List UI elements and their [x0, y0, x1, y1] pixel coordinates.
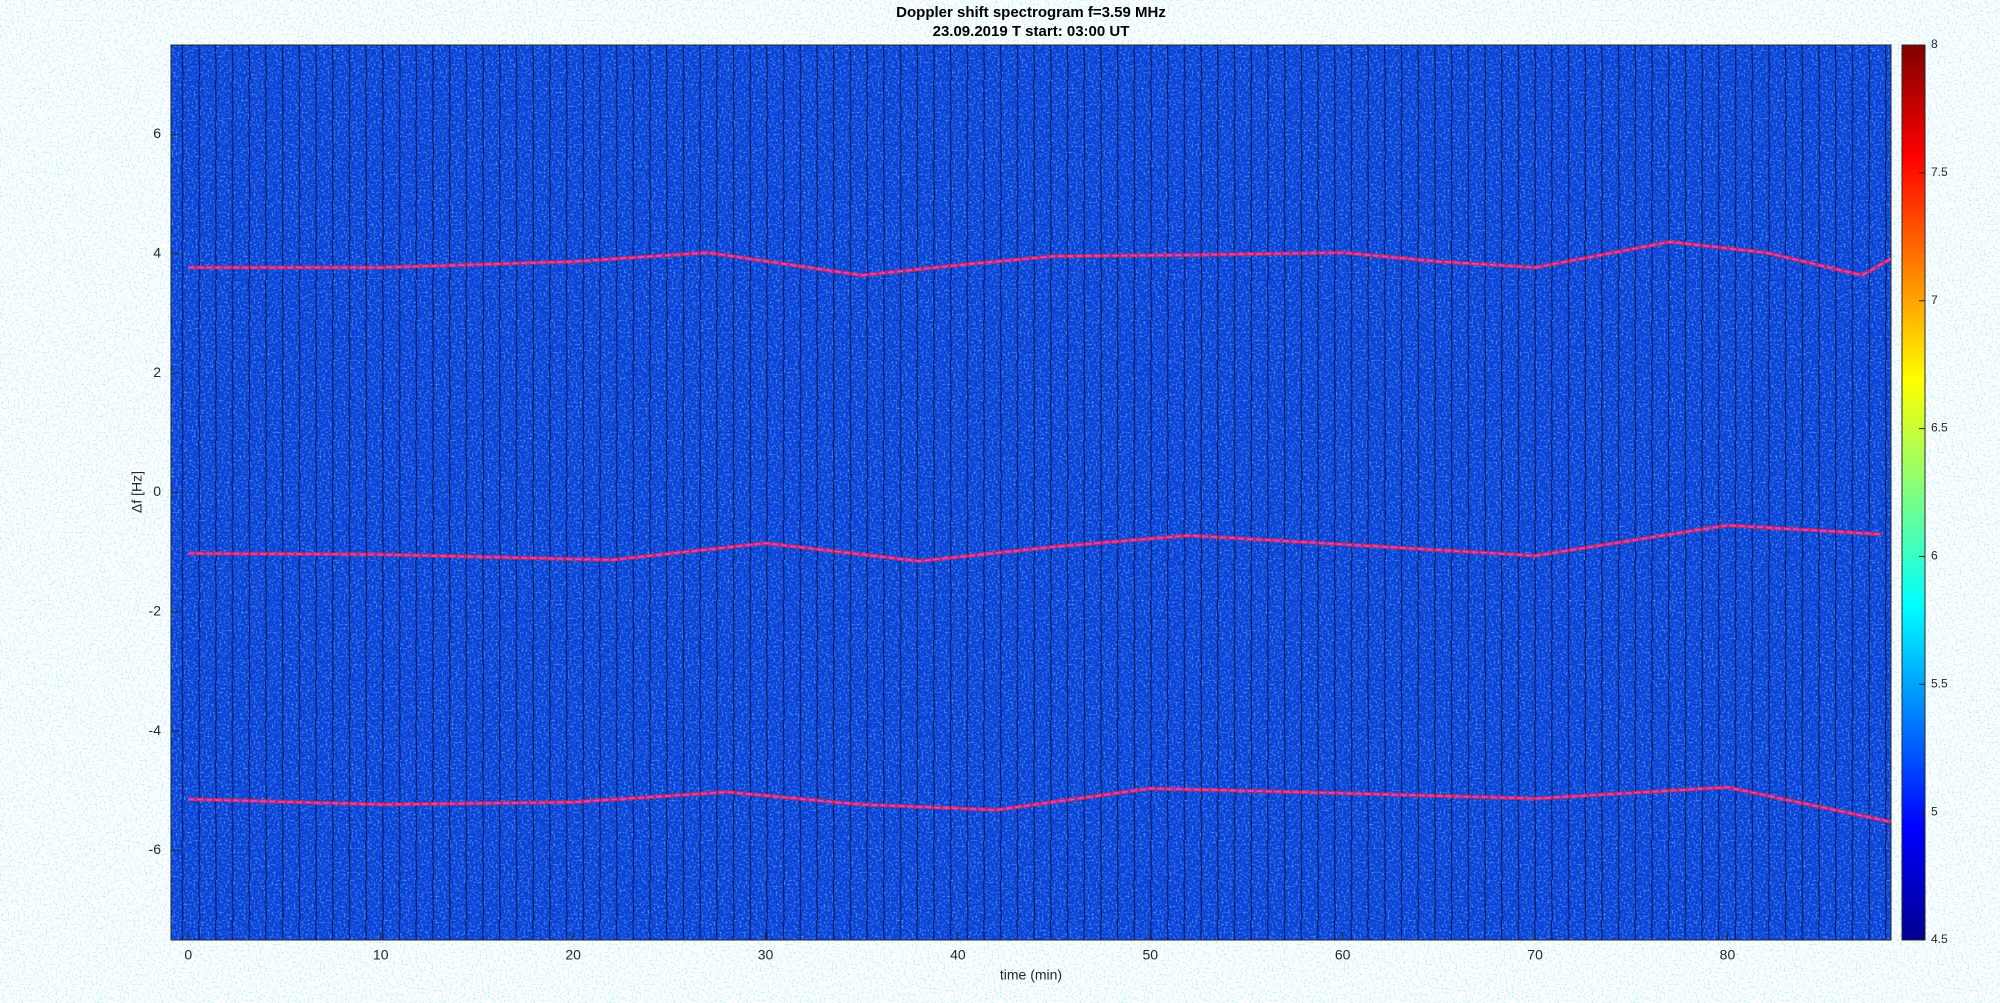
- colorbar-tick-label: 5: [1931, 804, 1938, 818]
- ridge-trace: [188, 240, 1892, 277]
- y-tick-label: -4: [149, 722, 162, 738]
- y-axis-label: Δf [Hz]: [129, 471, 145, 513]
- y-tick-label: -2: [149, 603, 162, 619]
- x-tick-label: 0: [184, 947, 192, 963]
- ridge-trace: [188, 786, 1892, 823]
- x-axis-label: time (min): [1000, 967, 1062, 983]
- chart-subtitle: 23.09.2019 T start: 03:00 UT: [933, 23, 1130, 40]
- x-tick-label: 50: [1142, 947, 1158, 963]
- y-tick-label: 0: [153, 483, 161, 499]
- chart-title: Doppler shift spectrogram f=3.59 MHz: [896, 4, 1166, 21]
- ridge-trace: [188, 524, 1882, 563]
- x-tick-label: 60: [1335, 947, 1351, 963]
- y-tick-label: 2: [153, 364, 161, 380]
- colorbar-tick-label: 7: [1931, 293, 1938, 307]
- colorbar-tick-label: 6.5: [1931, 421, 1948, 435]
- colorbar-tick-label: 4.5: [1931, 932, 1948, 946]
- y-tick-label: 4: [153, 245, 161, 261]
- colorbar: [1901, 44, 1926, 941]
- x-tick-label: 20: [565, 947, 581, 963]
- colorbar-tick-label: 6: [1931, 549, 1938, 563]
- x-tick-label: 40: [950, 947, 966, 963]
- colorbar-tick-label: 5.5: [1931, 676, 1948, 690]
- colorbar-tick-label: 8: [1931, 37, 1938, 51]
- x-tick-label: 10: [373, 947, 389, 963]
- colorbar-tick-label: 7.5: [1931, 165, 1948, 179]
- y-tick-label: -6: [149, 841, 162, 857]
- spectrogram-background: [171, 45, 1891, 940]
- y-tick-label: 6: [153, 125, 161, 141]
- x-tick-label: 30: [758, 947, 774, 963]
- x-tick-label: 70: [1527, 947, 1543, 963]
- x-tick-label: 80: [1720, 947, 1736, 963]
